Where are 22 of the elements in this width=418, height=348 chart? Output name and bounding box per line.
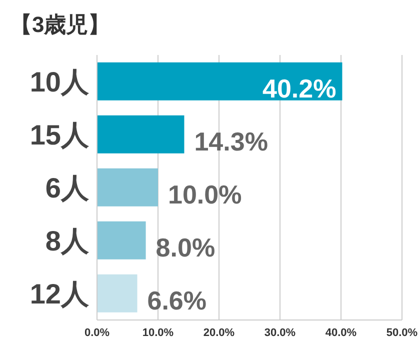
data-label: 14.3% [194, 126, 268, 156]
bar [97, 115, 184, 154]
x-tick-label: 0.0% [84, 326, 110, 339]
y-tick-label: 10人 [30, 66, 90, 98]
x-tick-label: 30.0% [264, 326, 296, 339]
data-label: 10.0% [168, 179, 242, 210]
x-tick-label: 40.0% [325, 326, 357, 339]
data-label: 6.6% [147, 285, 207, 316]
x-tick-label: 50.0% [386, 326, 418, 339]
x-tick-label: 10.0% [142, 326, 174, 339]
y-tick-label: 15人 [30, 119, 90, 150]
chart-title: 【3歳児】 [10, 11, 110, 39]
bar [97, 221, 146, 260]
bar [97, 62, 342, 100]
data-label: 40.2% [262, 73, 336, 104]
y-tick-label: 6人 [45, 172, 90, 204]
y-tick-label: 12人 [30, 278, 90, 310]
x-tick-label: 20.0% [203, 326, 235, 339]
bar [97, 274, 138, 312]
y-tick-label: 8人 [45, 225, 90, 256]
bar [97, 168, 158, 206]
data-label: 8.0% [156, 232, 216, 262]
